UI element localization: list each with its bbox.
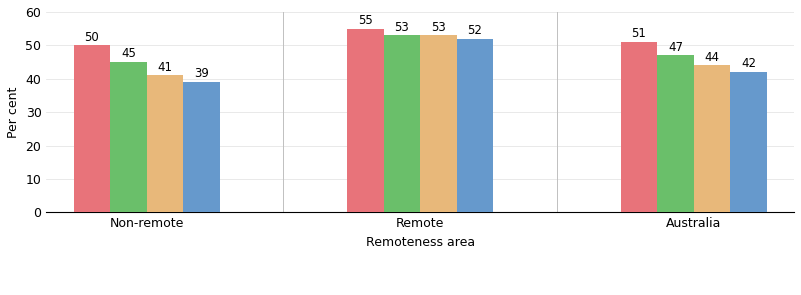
Bar xyxy=(621,42,658,212)
Text: 45: 45 xyxy=(121,47,136,60)
Text: 53: 53 xyxy=(431,21,446,34)
Y-axis label: Per cent: Per cent xyxy=(7,86,20,138)
Text: 39: 39 xyxy=(194,68,209,81)
Text: 41: 41 xyxy=(158,61,172,74)
Text: 53: 53 xyxy=(395,21,409,34)
Bar xyxy=(348,29,384,212)
Bar xyxy=(74,45,111,212)
Text: 51: 51 xyxy=(632,27,646,40)
Bar xyxy=(658,55,694,212)
Bar xyxy=(421,35,457,212)
Bar xyxy=(457,39,493,212)
X-axis label: Remoteness area: Remoteness area xyxy=(365,236,475,249)
Text: 55: 55 xyxy=(358,14,373,27)
Text: 50: 50 xyxy=(85,31,99,44)
Text: 42: 42 xyxy=(741,58,756,71)
Bar xyxy=(731,72,767,212)
Bar xyxy=(147,76,183,212)
Text: 47: 47 xyxy=(668,41,683,54)
Bar xyxy=(111,62,147,212)
Bar xyxy=(183,82,219,212)
Text: 52: 52 xyxy=(468,24,482,37)
Bar xyxy=(384,35,421,212)
Bar xyxy=(694,65,731,212)
Text: 44: 44 xyxy=(705,51,719,64)
